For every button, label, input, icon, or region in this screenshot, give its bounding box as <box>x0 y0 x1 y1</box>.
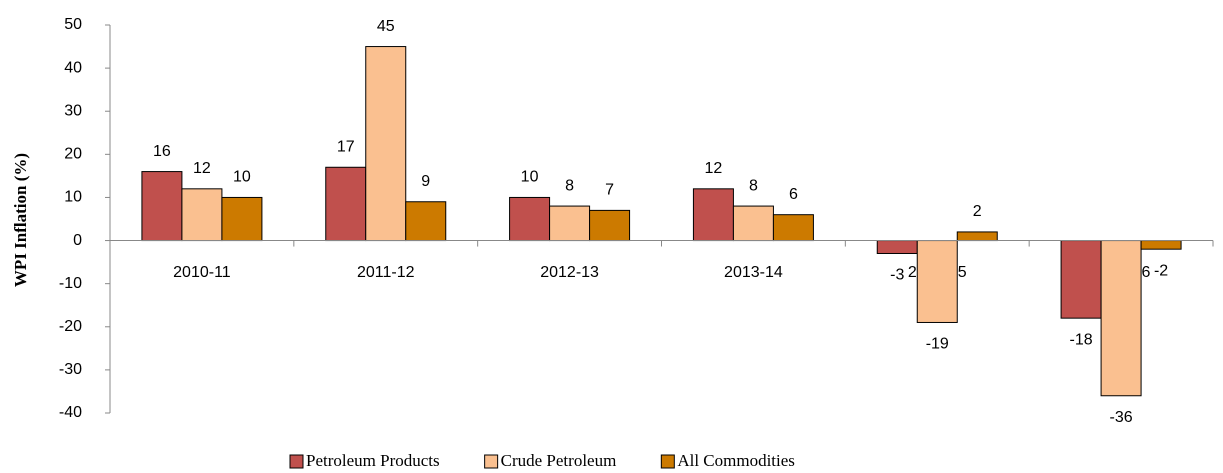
data-label: -3 <box>890 267 904 284</box>
data-label: 16 <box>153 143 171 160</box>
data-label: -2 <box>1154 262 1168 279</box>
data-label: 8 <box>749 177 758 194</box>
bar <box>1140 240 1182 250</box>
bar <box>692 188 734 242</box>
bar <box>509 196 551 242</box>
y-tick-label: 50 <box>64 16 82 33</box>
y-tick-label: 40 <box>64 59 82 76</box>
bar <box>589 209 631 242</box>
legend-label: Petroleum Products <box>306 451 440 470</box>
bar <box>772 214 814 242</box>
y-tick-label: 20 <box>64 146 82 163</box>
y-tick-label: 30 <box>64 102 82 119</box>
x-tick-label: 2012-13 <box>540 264 599 281</box>
legend-swatch <box>289 454 304 469</box>
legend-label: Crude Petroleum <box>501 451 617 470</box>
y-tick-label: 10 <box>64 189 82 206</box>
bar <box>1060 240 1102 319</box>
legend-label: All Commodities <box>677 451 795 470</box>
y-tick-label: -30 <box>59 361 82 378</box>
data-label: -18 <box>1070 331 1093 348</box>
y-tick-label: 0 <box>73 232 82 249</box>
legend-swatch <box>484 454 499 469</box>
data-label: 6 <box>789 186 798 203</box>
data-label: 12 <box>705 160 723 177</box>
bar <box>365 46 407 242</box>
bar <box>221 196 263 242</box>
data-label: 9 <box>421 173 430 190</box>
data-label: 12 <box>193 160 211 177</box>
bar <box>732 205 774 242</box>
data-label: 7 <box>605 182 614 199</box>
bar <box>956 231 998 242</box>
y-tick-label: -10 <box>59 275 82 292</box>
data-label: 10 <box>521 169 539 186</box>
data-label: 45 <box>377 18 395 35</box>
bar <box>876 240 918 254</box>
x-tick-label: 2010-11 <box>173 264 231 281</box>
y-tick-label: -40 <box>59 404 82 421</box>
data-label: 2 <box>973 203 982 220</box>
data-label: -19 <box>926 336 949 353</box>
legend-swatch <box>660 454 675 469</box>
data-label: -36 <box>1110 409 1133 426</box>
y-axis-title: WPI Inflation (%) <box>11 153 30 287</box>
bar <box>181 188 223 242</box>
x-tick-label: 2013-14 <box>724 264 783 281</box>
bar <box>1100 240 1142 397</box>
data-label: 17 <box>337 138 355 155</box>
bar <box>141 171 183 242</box>
data-label: 10 <box>233 169 251 186</box>
x-tick-label: 2011-12 <box>357 264 415 281</box>
bar <box>549 205 591 242</box>
bar <box>916 240 958 323</box>
y-tick-label: -20 <box>59 318 82 335</box>
bar <box>325 166 367 242</box>
bar <box>405 201 447 242</box>
data-label: 8 <box>565 177 574 194</box>
